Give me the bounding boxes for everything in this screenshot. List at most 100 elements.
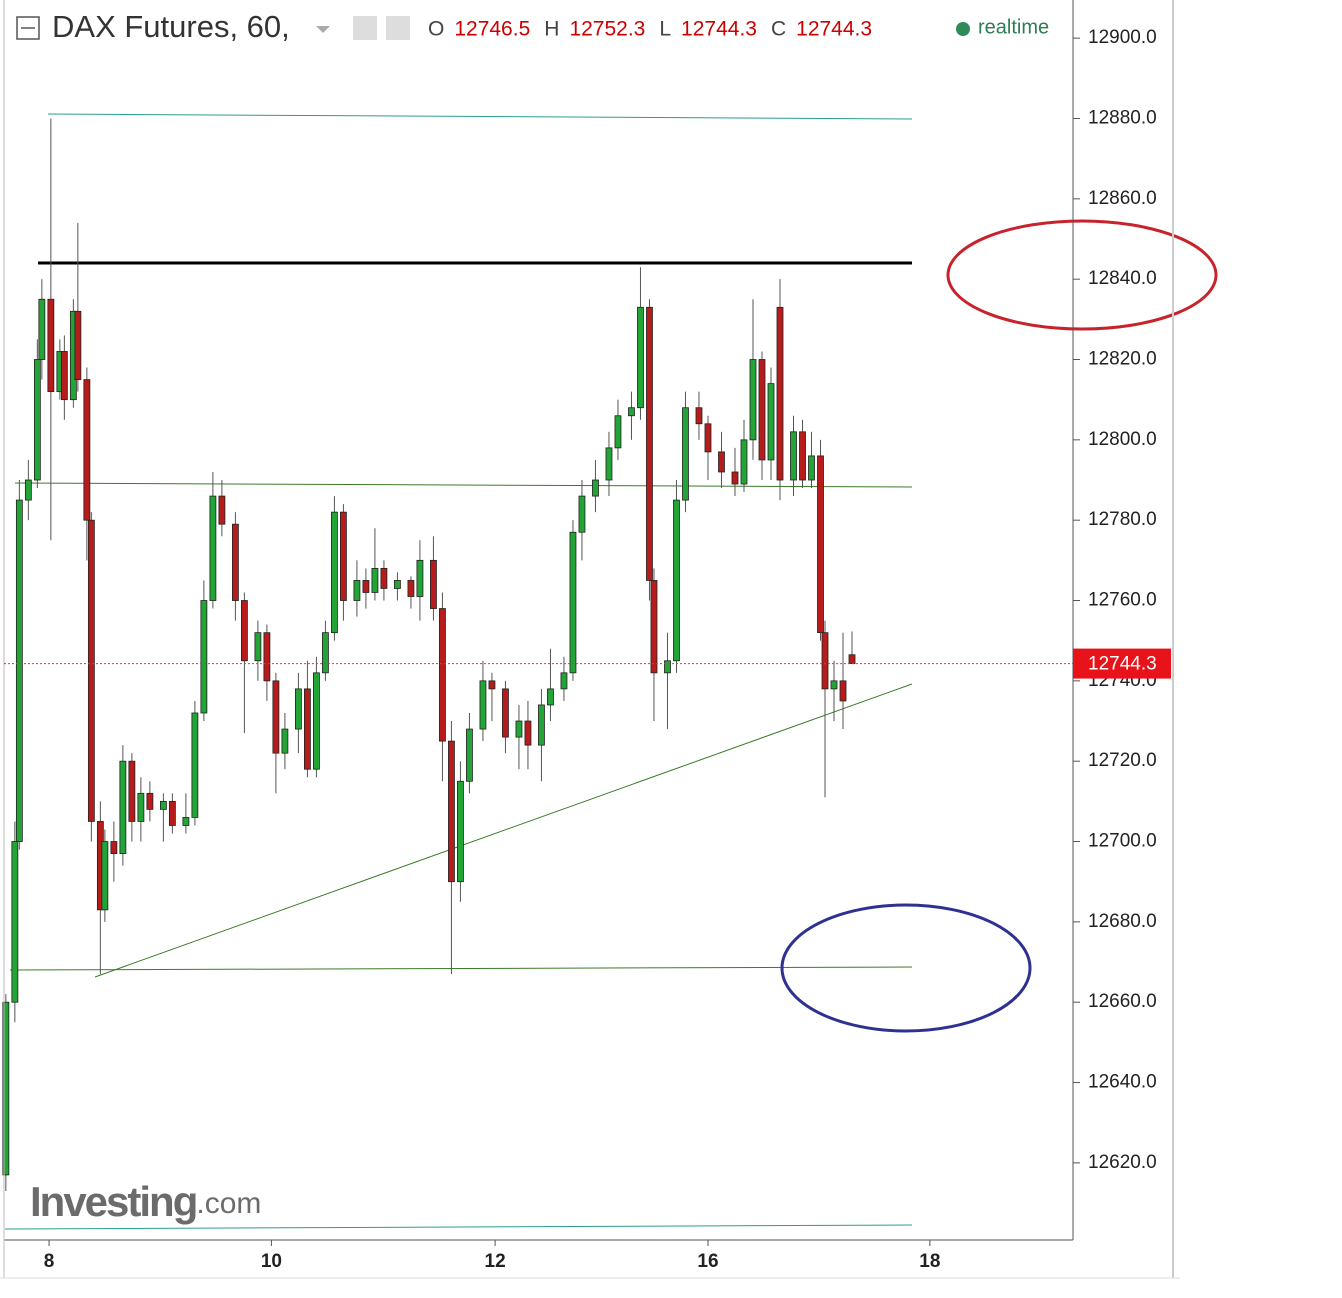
candle-body xyxy=(231,523,239,601)
visibility-button[interactable] xyxy=(353,16,377,40)
y-tick-label: 12760.0 xyxy=(1088,590,1157,611)
candle-body xyxy=(448,740,455,883)
candle-body xyxy=(808,455,815,481)
candle-body xyxy=(218,495,226,525)
candle-body xyxy=(74,310,82,380)
candle-body xyxy=(119,760,127,854)
candle-body xyxy=(200,600,208,714)
y-tick-label: 12900.0 xyxy=(1088,27,1157,48)
highlight-ellipse xyxy=(780,903,1032,1033)
ohlc-key: L xyxy=(659,18,671,41)
candle-body xyxy=(254,632,262,662)
logo-main: Investing xyxy=(30,1178,196,1225)
candle-body xyxy=(718,451,725,473)
candle-body xyxy=(304,688,311,770)
candle-body xyxy=(331,511,338,634)
candle-body xyxy=(362,580,370,593)
ohlc-value: 12744.3 xyxy=(681,18,757,41)
candle-body xyxy=(637,306,644,409)
candle-body xyxy=(87,519,95,822)
candle-body xyxy=(799,431,806,481)
candle-body xyxy=(380,567,388,589)
candle-body xyxy=(767,383,775,461)
candle-body xyxy=(24,479,32,501)
candle-body xyxy=(682,407,689,501)
candle-body xyxy=(240,600,248,662)
axes: 12620.0 12640.0 12660.0 12680.0 12700.0 12720… xyxy=(44,27,1157,1272)
candle-body xyxy=(524,720,532,746)
candle-body xyxy=(416,559,424,597)
candle-body xyxy=(313,672,320,770)
settings-button[interactable] xyxy=(386,16,410,40)
candle-body xyxy=(646,306,653,581)
channel-line xyxy=(4,1224,913,1230)
candle-body xyxy=(538,704,545,746)
candle-body xyxy=(407,580,415,597)
candle-body xyxy=(47,298,55,393)
candle-body xyxy=(515,720,523,738)
candle-body xyxy=(592,479,599,497)
x-tick-label: 10 xyxy=(261,1251,282,1272)
candle-body xyxy=(146,792,154,810)
candle-body xyxy=(128,760,136,822)
candle-body xyxy=(295,688,302,730)
candle-body xyxy=(137,792,145,822)
candle-body xyxy=(817,455,824,634)
collapse-button[interactable] xyxy=(16,16,40,40)
candle-body xyxy=(430,559,437,609)
candle-body xyxy=(578,495,586,533)
ohlc-key: H xyxy=(544,18,559,41)
candle-body xyxy=(110,841,118,854)
candle-body xyxy=(439,608,446,742)
candle-body xyxy=(758,359,766,461)
chart-title: DAX Futures, 60, xyxy=(52,9,290,44)
annotations xyxy=(4,113,1218,1230)
y-tick-label: 12660.0 xyxy=(1088,991,1157,1012)
candle-body xyxy=(821,632,829,690)
candle-body xyxy=(466,728,473,782)
candle-body xyxy=(740,439,748,485)
candle-body xyxy=(479,680,487,730)
candle-body xyxy=(2,1001,10,1176)
last-price-box xyxy=(1073,648,1171,679)
y-tick-label: 12720.0 xyxy=(1088,750,1157,771)
highlight-ellipse xyxy=(946,219,1218,331)
candle-body xyxy=(263,632,271,682)
support-line xyxy=(9,966,913,971)
y-tick-label: 12640.0 xyxy=(1088,1072,1157,1093)
candle-body xyxy=(272,680,280,754)
candle-body xyxy=(502,688,509,738)
status: realtime xyxy=(978,16,1049,38)
y-tick-label: 12840.0 xyxy=(1088,268,1157,289)
candle-body xyxy=(168,800,176,826)
candle-body xyxy=(457,780,464,883)
candle-body xyxy=(569,531,577,674)
x-tick-label: 12 xyxy=(485,1251,506,1272)
x-tick-label: 8 xyxy=(44,1251,55,1272)
dropdown-arrow[interactable] xyxy=(316,26,330,33)
ohlc-header: O 12746.5 H 12752.3 L 12744.3 C 12744.3 xyxy=(428,18,872,41)
candle-body xyxy=(83,379,91,521)
candle-body xyxy=(38,298,46,360)
last-price-label: 12744.3 xyxy=(1088,654,1157,675)
logo: Investing.com xyxy=(30,1178,261,1225)
candle-body xyxy=(664,660,671,674)
candle-body xyxy=(11,841,19,1003)
logo-suffix: .com xyxy=(196,1187,261,1220)
candle-body xyxy=(731,471,739,485)
candle-body xyxy=(839,680,847,702)
candle-body xyxy=(628,407,635,417)
ohlc-value: 12752.3 xyxy=(569,18,645,41)
y-tick-label: 12620.0 xyxy=(1088,1152,1157,1173)
x-tick-label: 18 xyxy=(919,1251,940,1272)
candle-body xyxy=(650,580,658,674)
candle-body xyxy=(749,359,757,441)
ohlc-key: O xyxy=(428,18,444,41)
candle-body xyxy=(488,680,496,690)
candle-body xyxy=(281,728,289,754)
candle-body xyxy=(776,306,784,481)
y-tick-label: 12780.0 xyxy=(1088,509,1157,530)
candle-body xyxy=(340,511,347,601)
y-tick-label: 12700.0 xyxy=(1088,831,1157,852)
